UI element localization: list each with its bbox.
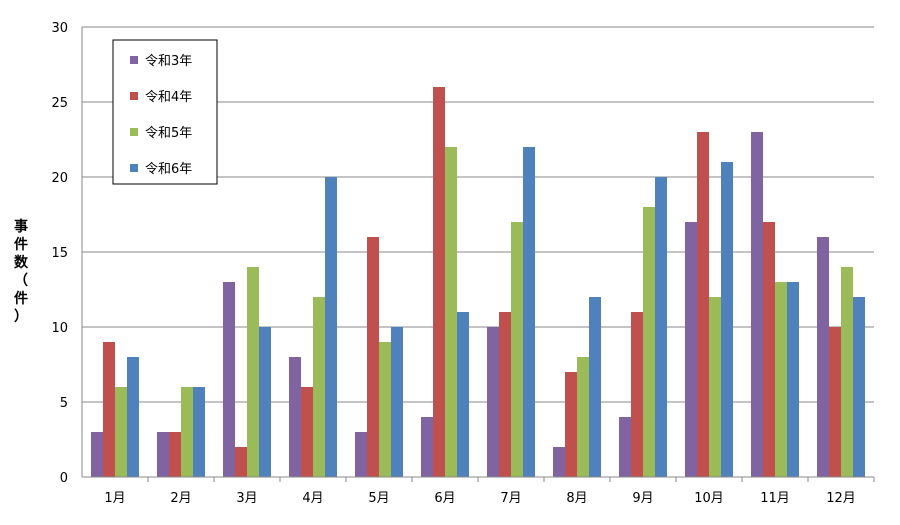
bar — [127, 357, 139, 477]
legend-label: 令和6年 — [145, 162, 192, 177]
bar — [763, 222, 775, 477]
bars — [91, 87, 865, 477]
bar — [169, 432, 181, 477]
x-tick-label: 11月 — [760, 491, 790, 506]
bar — [829, 327, 841, 477]
x-tick-label: 4月 — [302, 491, 323, 506]
bar — [721, 162, 733, 477]
x-tick-label: 2月 — [170, 491, 191, 506]
bar — [445, 147, 457, 477]
legend-label: 令和4年 — [145, 90, 192, 105]
y-tick-label: 0 — [60, 471, 68, 486]
legend-swatch — [130, 92, 138, 100]
x-tick-label: 1月 — [104, 491, 125, 506]
bar — [433, 87, 445, 477]
bar — [841, 267, 853, 477]
bar — [391, 327, 403, 477]
bar — [193, 387, 205, 477]
bar — [565, 372, 577, 477]
bar — [487, 327, 499, 477]
legend-swatch — [130, 56, 138, 64]
bar — [91, 432, 103, 477]
bar — [787, 282, 799, 477]
y-tick-label: 25 — [51, 96, 68, 111]
x-tick-label: 9月 — [632, 491, 653, 506]
bar — [511, 222, 523, 477]
x-tick-label: 3月 — [236, 491, 257, 506]
bar — [817, 237, 829, 477]
bar — [751, 132, 763, 477]
y-tick-label: 30 — [51, 21, 68, 36]
bar — [313, 297, 325, 477]
x-tick-label: 5月 — [368, 491, 389, 506]
x-tick-label: 8月 — [566, 491, 587, 506]
bar — [325, 177, 337, 477]
bar — [367, 237, 379, 477]
y-tick-label: 15 — [51, 246, 68, 261]
bar — [577, 357, 589, 477]
bar — [631, 312, 643, 477]
legend-swatch — [130, 128, 138, 136]
bar — [355, 432, 367, 477]
bar — [643, 207, 655, 477]
bar — [157, 432, 169, 477]
bar — [697, 132, 709, 477]
x-tick-label: 7月 — [500, 491, 521, 506]
legend-label: 令和5年 — [145, 126, 192, 141]
y-tick-label: 10 — [51, 321, 68, 336]
bar — [235, 447, 247, 477]
bar — [421, 417, 433, 477]
y-tick-label: 5 — [60, 396, 68, 411]
x-tick-label: 6月 — [434, 491, 455, 506]
x-tick-labels: 1月 2月 3月 4月 5月 6月 7月 8月 9月 10月 11月 12月 — [104, 491, 855, 506]
bar — [685, 222, 697, 477]
bar — [523, 147, 535, 477]
x-tick-label: 10月 — [694, 491, 724, 506]
bar — [115, 387, 127, 477]
bar — [589, 297, 601, 477]
bar — [379, 342, 391, 477]
bar — [853, 297, 865, 477]
y-axis-label: 事件数（件） — [14, 219, 28, 325]
bar — [247, 267, 259, 477]
x-tick-label: 12月 — [826, 491, 856, 506]
bar — [289, 357, 301, 477]
bar — [223, 282, 235, 477]
legend-label: 令和3年 — [145, 54, 192, 69]
bar — [553, 447, 565, 477]
bar — [103, 342, 115, 477]
bar — [499, 312, 511, 477]
bar — [259, 327, 271, 477]
bar — [775, 282, 787, 477]
bar — [655, 177, 667, 477]
bar — [181, 387, 193, 477]
bar — [301, 387, 313, 477]
axes — [81, 27, 875, 482]
legend-swatch — [130, 164, 138, 172]
y-tick-labels: 0 5 10 15 20 25 30 — [51, 21, 68, 486]
bar — [709, 297, 721, 477]
bar — [619, 417, 631, 477]
y-tick-label: 20 — [51, 171, 68, 186]
bar — [457, 312, 469, 477]
